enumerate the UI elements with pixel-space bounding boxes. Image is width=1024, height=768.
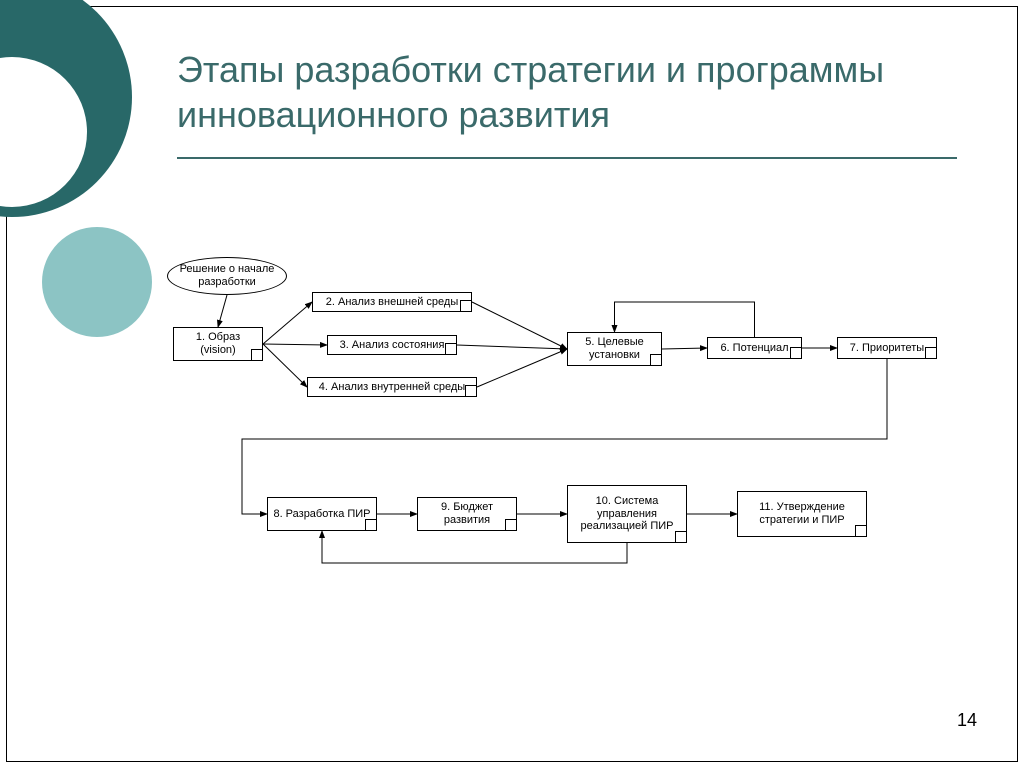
node-corner-icon xyxy=(465,385,476,396)
node-corner-icon xyxy=(445,343,456,354)
flowchart-node-n9: 9. Бюджет развития xyxy=(417,497,517,531)
node-corner-icon xyxy=(675,531,686,542)
flowchart-node-start: Решение о начале разработки xyxy=(167,257,287,295)
flowchart-node-n11: 11. Утверждение стратегии и ПИР xyxy=(737,491,867,537)
flowchart-node-n8: 8. Разработка ПИР xyxy=(267,497,377,531)
flowchart-arrows xyxy=(117,247,937,607)
title-underline xyxy=(177,157,957,159)
node-corner-icon xyxy=(460,300,471,311)
slide-title: Этапы разработки стратегии и программы и… xyxy=(177,47,957,137)
node-corner-icon xyxy=(790,347,801,358)
flowchart-node-n3: 3. Анализ состояния xyxy=(327,335,457,355)
page-number: 14 xyxy=(957,710,977,731)
flowchart-node-n4: 4. Анализ внутренней среды xyxy=(307,377,477,397)
flowchart-node-n1: 1. Образ (vision) xyxy=(173,327,263,361)
flowchart-node-n10: 10. Система управления реализацией ПИР xyxy=(567,485,687,543)
flowchart-node-n7: 7. Приоритеты xyxy=(837,337,937,359)
node-corner-icon xyxy=(251,349,262,360)
node-corner-icon xyxy=(650,354,661,365)
node-corner-icon xyxy=(855,525,866,536)
flowchart-node-n6: 6. Потенциал xyxy=(707,337,802,359)
flowchart-node-n2: 2. Анализ внешней среды xyxy=(312,292,472,312)
slide-frame: Этапы разработки стратегии и программы и… xyxy=(6,6,1018,762)
flowchart-node-n5: 5. Целевые установки xyxy=(567,332,662,366)
flowchart-diagram: Решение о начале разработки 1. Образ (vis… xyxy=(117,247,937,607)
node-corner-icon xyxy=(365,519,376,530)
node-corner-icon xyxy=(505,519,516,530)
node-corner-icon xyxy=(925,347,936,358)
